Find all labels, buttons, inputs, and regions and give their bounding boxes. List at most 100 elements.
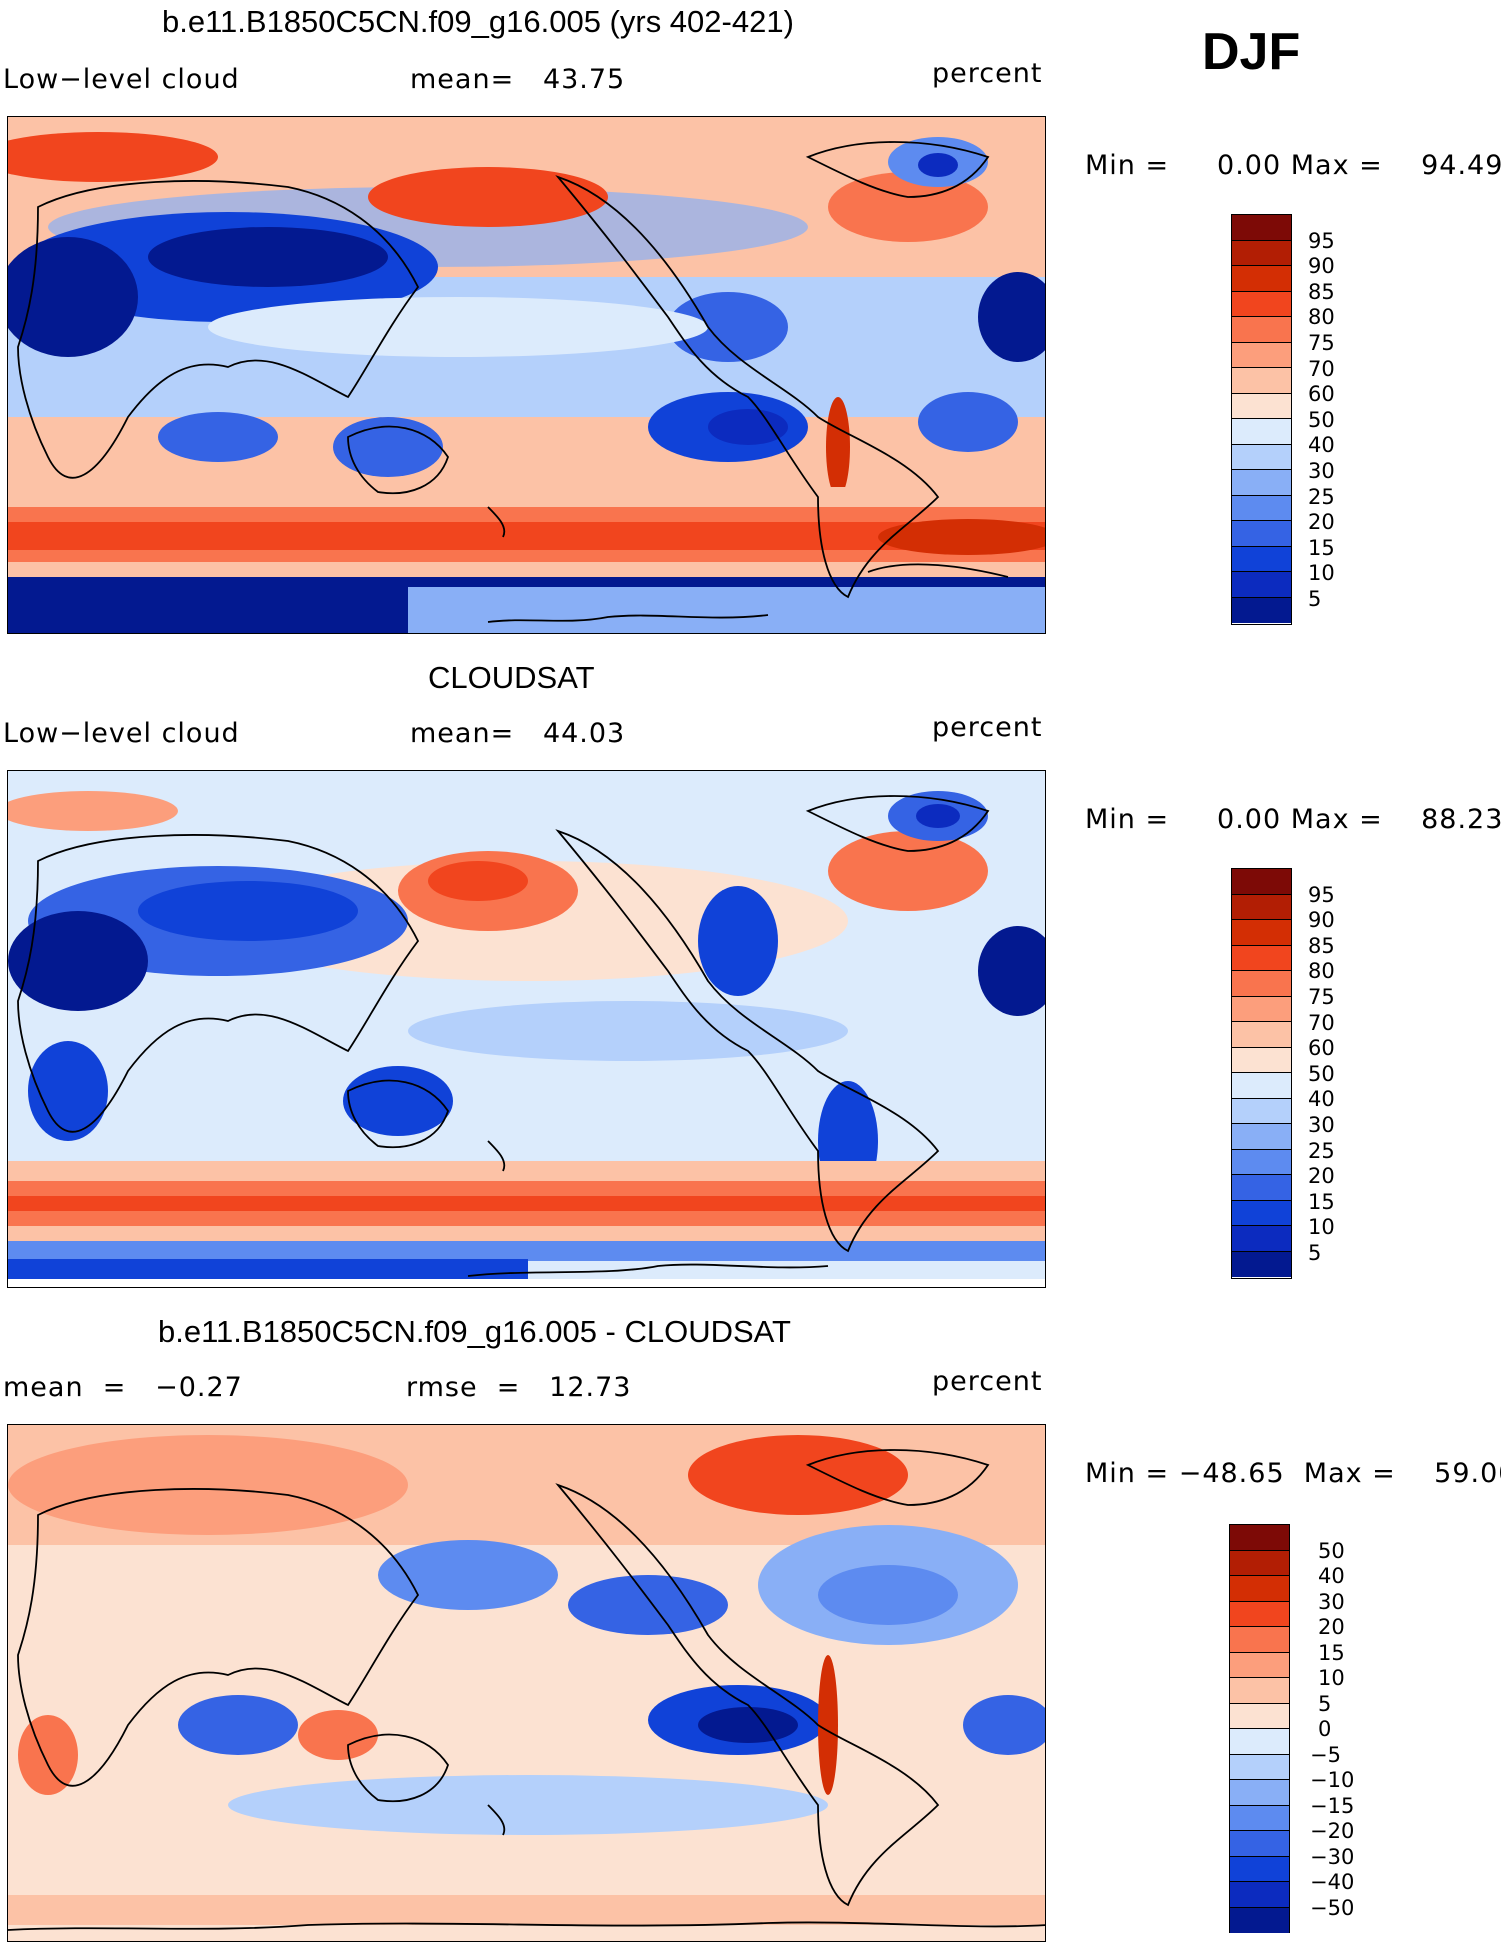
colorbar-swatch <box>1232 1175 1291 1201</box>
map-plot <box>7 770 1046 1288</box>
colorbar-tick: 15 <box>1318 1641 1345 1665</box>
colorbar-swatch <box>1230 1729 1289 1755</box>
colorbar-swatch <box>1232 1022 1291 1048</box>
colorbar-swatch <box>1230 1754 1289 1780</box>
variable-label: Low−level cloud <box>3 718 240 749</box>
colorbar-swatch <box>1232 971 1291 997</box>
colorbar-tick: 10 <box>1318 1666 1345 1690</box>
colorbar-tick: 75 <box>1308 985 1335 1009</box>
colorbar-tick: 0 <box>1318 1717 1332 1741</box>
units-label: percent <box>932 712 1043 743</box>
colorbar-tick: 30 <box>1318 1590 1345 1614</box>
colorbar-swatch <box>1230 1882 1289 1908</box>
colorbar-tick: 20 <box>1308 1164 1335 1188</box>
colorbar-tick: 5 <box>1318 1692 1332 1716</box>
colorbar-swatch <box>1232 1226 1291 1252</box>
colorbar-swatch <box>1232 393 1291 419</box>
colorbar-tick: 95 <box>1308 883 1335 907</box>
colorbar-tick: 60 <box>1308 382 1335 406</box>
colorbar-tick: 50 <box>1308 1062 1335 1086</box>
colorbar-tick: 20 <box>1308 510 1335 534</box>
colorbar-tick: −15 <box>1310 1794 1355 1818</box>
colorbar-swatch <box>1232 869 1291 895</box>
colorbar-swatch <box>1232 240 1291 266</box>
colorbar-tick: 90 <box>1308 254 1335 278</box>
colorbar-tick: 15 <box>1308 536 1335 560</box>
colorbar-tick: 25 <box>1308 485 1335 509</box>
colorbar-swatch <box>1230 1780 1289 1806</box>
season-label: DJF <box>1202 23 1301 81</box>
colorbar-tick: 5 <box>1308 1241 1322 1265</box>
map-plot <box>7 116 1046 634</box>
variable-label: Low−level cloud <box>3 64 240 95</box>
colorbar-swatch <box>1232 215 1291 241</box>
colorbar-swatch <box>1232 368 1291 394</box>
colorbar-tick: −20 <box>1310 1819 1355 1843</box>
colorbar-tick: −50 <box>1310 1896 1355 1920</box>
colorbar-tick: 95 <box>1308 229 1335 253</box>
colorbar-swatch <box>1232 572 1291 598</box>
colorbar-swatch <box>1232 266 1291 292</box>
colorbar-tick: 25 <box>1308 1139 1335 1163</box>
mean-label: mean= 43.75 <box>410 64 626 95</box>
colorbar-tick: 90 <box>1308 908 1335 932</box>
colorbar-swatch <box>1230 1576 1289 1602</box>
colorbar-swatch <box>1232 1047 1291 1073</box>
colorbar-swatch <box>1232 996 1291 1022</box>
colorbar-tick: 40 <box>1308 1087 1335 1111</box>
colorbar-swatch <box>1230 1856 1289 1882</box>
colorbar <box>1231 214 1292 625</box>
colorbar-swatch <box>1230 1627 1289 1653</box>
colorbar-tick: 50 <box>1318 1539 1345 1563</box>
colorbar-tick: 70 <box>1308 357 1335 381</box>
units-label: percent <box>932 1366 1043 1397</box>
colorbar-swatch <box>1232 342 1291 368</box>
colorbar-swatch <box>1232 894 1291 920</box>
mean-label: mean= 44.03 <box>410 718 626 749</box>
colorbar-tick: 85 <box>1308 280 1335 304</box>
colorbar-swatch <box>1232 1073 1291 1099</box>
colorbar-swatch <box>1232 521 1291 547</box>
colorbar-tick: 10 <box>1308 1215 1335 1239</box>
colorbar-tick: −40 <box>1310 1870 1355 1894</box>
panel-title: b.e11.B1850C5CN.f09_g16.005 (yrs 402-421… <box>162 4 794 39</box>
colorbar-swatch <box>1232 546 1291 572</box>
colorbar-swatch <box>1232 419 1291 445</box>
colorbar-swatch <box>1230 1831 1289 1857</box>
colorbar-swatch <box>1232 597 1291 623</box>
colorbar-swatch <box>1230 1601 1289 1627</box>
colorbar-tick: 50 <box>1308 408 1335 432</box>
colorbar-tick: 80 <box>1308 959 1335 983</box>
min-max-label: Min = 0.00 Max = 88.23 <box>1085 804 1501 835</box>
min-max-label: Min = −48.65 Max = 59.00 <box>1085 1458 1501 1489</box>
colorbar-swatch <box>1230 1525 1289 1551</box>
colorbar <box>1229 1524 1290 1933</box>
colorbar-swatch <box>1232 1124 1291 1150</box>
colorbar-swatch <box>1232 470 1291 496</box>
colorbar-swatch <box>1232 317 1291 343</box>
colorbar-tick: 60 <box>1308 1036 1335 1060</box>
colorbar-tick: 40 <box>1318 1564 1345 1588</box>
colorbar-tick: 75 <box>1308 331 1335 355</box>
colorbar-swatch <box>1232 291 1291 317</box>
colorbar-swatch <box>1230 1907 1289 1933</box>
colorbar <box>1231 868 1292 1279</box>
colorbar-tick: 85 <box>1308 934 1335 958</box>
colorbar-swatch <box>1232 1251 1291 1277</box>
colorbar-swatch <box>1230 1678 1289 1704</box>
min-max-label: Min = 0.00 Max = 94.49 <box>1085 150 1501 181</box>
panel-title: CLOUDSAT <box>428 660 595 695</box>
colorbar-swatch <box>1232 945 1291 971</box>
colorbar-tick: 15 <box>1308 1190 1335 1214</box>
mean-label: mean = −0.27 <box>3 1372 243 1403</box>
colorbar-swatch <box>1230 1703 1289 1729</box>
colorbar-tick: 40 <box>1308 433 1335 457</box>
units-label: percent <box>932 58 1043 89</box>
colorbar-tick: 5 <box>1308 587 1322 611</box>
colorbar-tick: 30 <box>1308 459 1335 483</box>
colorbar-tick: 10 <box>1308 561 1335 585</box>
colorbar-tick: 70 <box>1308 1011 1335 1035</box>
colorbar-swatch <box>1230 1550 1289 1576</box>
colorbar-swatch <box>1232 444 1291 470</box>
colorbar-swatch <box>1232 1200 1291 1226</box>
